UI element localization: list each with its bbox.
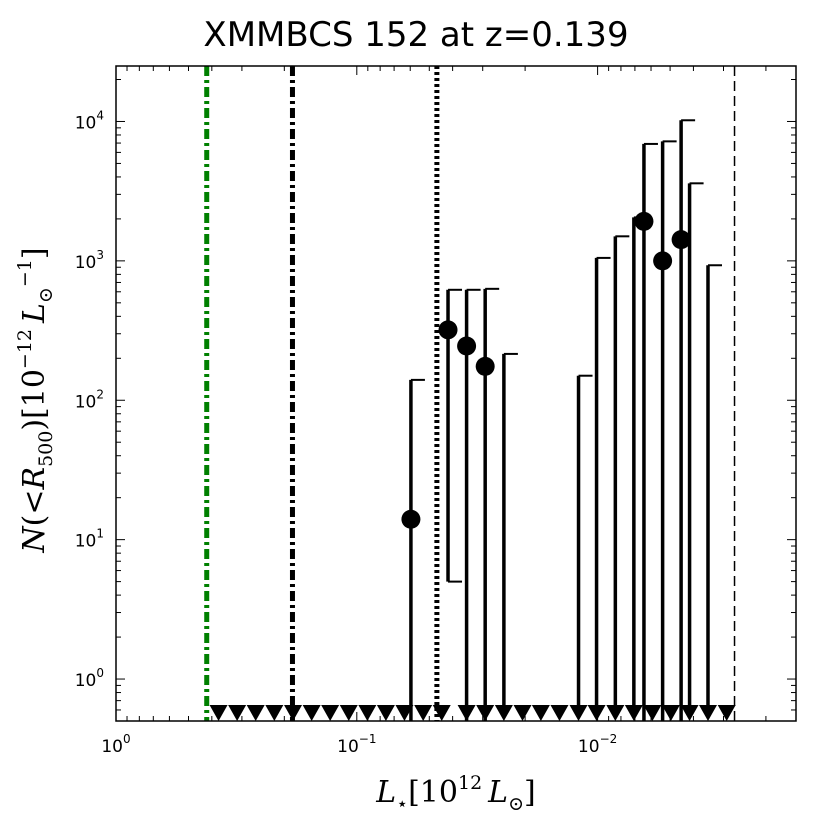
upper-limit-marker-6 xyxy=(302,705,321,721)
y-axis-label: N(<R500)[10−12L⊙−1] xyxy=(14,247,57,553)
upper-limit-marker-3 xyxy=(246,705,265,721)
upper-limit-marker-25 xyxy=(661,705,680,721)
upper-limit-marker-20 xyxy=(569,705,588,721)
upper-limit-marker-11 xyxy=(395,705,414,721)
upper-limit-marker-9 xyxy=(358,705,377,721)
y-tick-label: 102 xyxy=(75,387,104,412)
x-tick-label: 10−2 xyxy=(578,732,617,757)
upper-limit-marker-22 xyxy=(606,705,625,721)
data-point-3 xyxy=(457,336,477,356)
x-tick-label: 10−1 xyxy=(337,732,376,757)
upper-limit-marker-2 xyxy=(228,705,247,721)
x-axis-label: L⋆[1012 L⊙] xyxy=(375,772,535,815)
upper-limit-marker-26 xyxy=(680,705,699,721)
y-tick-label: 100 xyxy=(75,666,104,691)
data-point-1 xyxy=(401,509,421,529)
upper-limit-marker-5 xyxy=(284,705,303,721)
data-point-5 xyxy=(634,211,654,231)
upper-limit-marker-10 xyxy=(376,705,395,721)
upper-limit-marker-13 xyxy=(432,705,451,721)
data-point-7 xyxy=(671,230,691,250)
data-point-2 xyxy=(438,320,458,340)
upper-limit-marker-21 xyxy=(587,705,606,721)
data-point-6 xyxy=(653,251,673,271)
upper-limit-marker-4 xyxy=(265,705,284,721)
upper-limit-marker-27 xyxy=(698,705,717,721)
axis-ticks: 100 101 102 103 104 100 10−1 10−2 xyxy=(75,66,796,757)
upper-limit-marker-23 xyxy=(624,705,643,721)
upper-limit-marker-16 xyxy=(494,705,513,721)
upper-limit-marker-19 xyxy=(550,705,569,721)
upper-limit-marker-18 xyxy=(531,705,550,721)
plot-area xyxy=(204,66,736,721)
y-tick-label: 101 xyxy=(75,527,104,552)
upper-limit-marker-28 xyxy=(717,705,736,721)
chart-title: XMMBCS 152 at z=0.139 xyxy=(203,15,628,55)
upper-limit-marker-17 xyxy=(513,705,532,721)
y-tick-label: 104 xyxy=(75,108,104,133)
upper-limit-marker-1 xyxy=(209,705,228,721)
y-tick-label: 103 xyxy=(75,248,104,273)
upper-limit-marker-8 xyxy=(339,705,358,721)
plot-frame xyxy=(115,65,797,722)
x-tick-label: 100 xyxy=(101,732,130,757)
upper-limit-marker-7 xyxy=(321,705,340,721)
data-point-4 xyxy=(475,356,495,376)
upper-limit-marker-24 xyxy=(643,705,662,721)
upper-limit-marker-12 xyxy=(414,705,433,721)
